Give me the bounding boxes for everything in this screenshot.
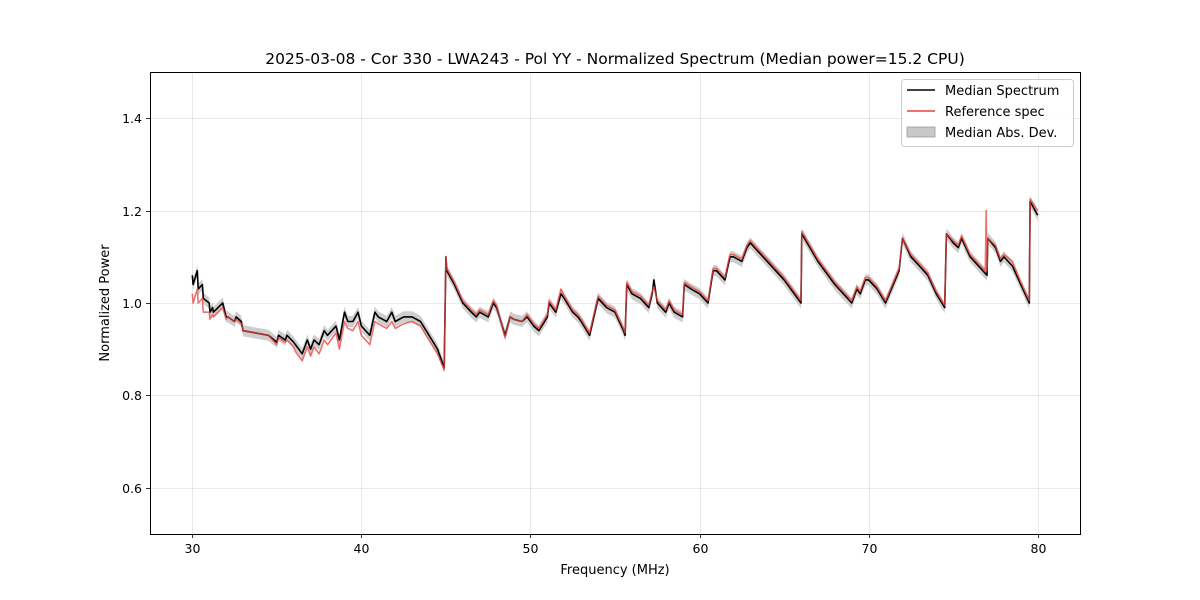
mad-band-area [192, 195, 1038, 374]
y-tick-label: 0.8 [122, 388, 142, 403]
x-tick-label: 30 [185, 541, 201, 556]
x-tick-label: 40 [354, 541, 370, 556]
series-line-reference-spec [191, 198, 1039, 371]
y-tick-label: 1.4 [122, 111, 142, 126]
y-tick-label: 1.0 [122, 296, 142, 311]
x-tick-label: 50 [523, 541, 539, 556]
y-tick-label: 1.2 [122, 204, 142, 219]
mad-band [192, 195, 1038, 374]
x-axis-label: Frequency (MHz) [560, 563, 669, 578]
chart-title: 2025-03-08 - Cor 330 - LWA243 - Pol YY -… [265, 50, 965, 68]
y-tick-label: 0.6 [122, 481, 142, 496]
y-axis-label: Normalized Power [98, 244, 113, 362]
legend-label-median-spectrum: Median Spectrum [945, 84, 1059, 99]
x-tick-label: 70 [862, 541, 878, 556]
legend-swatch-median-abs-dev [906, 126, 936, 138]
x-tick-label: 80 [1031, 541, 1047, 556]
plot-area-frame [150, 72, 1081, 535]
legend: Median Spectrum Reference spec Median Ab… [901, 79, 1074, 147]
legend-label-reference-spec: Reference spec [945, 105, 1045, 120]
x-tick-label: 60 [693, 541, 709, 556]
legend-box [901, 79, 1074, 147]
legend-label-median-abs-dev: Median Abs. Dev. [945, 126, 1057, 141]
series-lines [191, 198, 1039, 371]
y-axis-ticks: 0.6 0.8 1.0 1.2 1.4 [122, 111, 150, 496]
series-line-median-spectrum [191, 200, 1039, 369]
x-axis-ticks: 30 40 50 60 70 80 [185, 534, 1047, 556]
